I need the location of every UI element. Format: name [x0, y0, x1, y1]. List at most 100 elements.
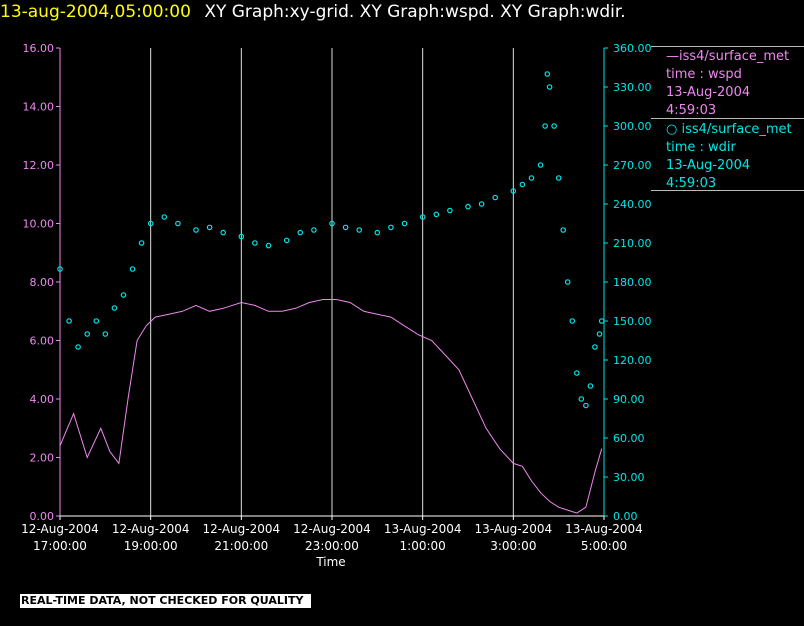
x-tick-time: 23:00:00	[305, 539, 359, 553]
right-axis-wdir: 0.00 30.00 60.00 90.00 120.00 150.00 180.00 210…	[603, 42, 652, 523]
wdir-point	[120, 292, 127, 298]
x-tick-time: 19:00:00	[124, 539, 178, 553]
right-tick-label: 360.00	[613, 42, 652, 55]
legend-variable: time : wspd	[666, 67, 742, 82]
legend-time: 4:59:03	[666, 176, 717, 191]
x-tick-date: 13-Aug-2004	[565, 522, 643, 536]
wdir-point	[401, 220, 408, 227]
wdir-point	[447, 207, 453, 214]
wspd-line	[59, 299, 603, 514]
legend-date: 13-Aug-2004	[666, 85, 751, 100]
legend-date: 13-Aug-2004	[666, 158, 751, 173]
wdir-point	[578, 396, 585, 402]
wdir-point	[161, 214, 168, 220]
vertical-grid	[150, 48, 514, 516]
x-tick-time: 5:00:00	[581, 539, 627, 553]
wdir-point	[129, 266, 136, 272]
wdir-point	[546, 84, 553, 90]
legend-time: 4:59:03	[666, 103, 717, 118]
wdir-point	[537, 162, 544, 168]
legend-separator	[651, 190, 804, 191]
wdir-point	[510, 188, 517, 194]
wdir-point	[528, 175, 535, 181]
x-tick-date: 12-Aug-2004	[21, 522, 99, 536]
wdir-point	[555, 175, 562, 181]
wdir-point	[206, 224, 213, 231]
wdir-point	[342, 224, 349, 231]
wdir-point	[311, 227, 317, 233]
legend-variable: time : wdir	[666, 140, 736, 155]
right-tick-label: 90.00	[613, 393, 645, 406]
right-tick-label: 150.00	[613, 315, 652, 328]
legend-entry-wspd: —iss4/surface_met time : wspd 13-Aug-200…	[666, 48, 789, 120]
wdir-point	[297, 229, 304, 236]
wdir-point	[551, 123, 557, 129]
wdir-point	[220, 229, 227, 236]
wdir-point	[583, 402, 589, 409]
wdir-point	[587, 383, 594, 389]
x-tick-time: 3:00:00	[490, 539, 536, 553]
wdir-point	[193, 227, 199, 233]
wdir-point	[102, 331, 109, 337]
wdir-point	[388, 224, 394, 231]
wdir-point	[93, 318, 100, 324]
wdir-point	[564, 279, 571, 285]
left-tick-label: 0.00	[30, 510, 55, 523]
legend-source: —iss4/surface_met	[666, 49, 790, 64]
wdir-point	[111, 305, 118, 311]
wdir-point	[57, 266, 63, 272]
wdir-point	[519, 181, 526, 188]
wdir-point	[598, 318, 605, 324]
left-tick-label: 2.00	[30, 452, 55, 465]
x-tick-date: 12-Aug-2004	[203, 522, 281, 536]
timestamp: 13-aug-2004,05:00:00	[0, 2, 191, 22]
legend-separator	[651, 118, 804, 119]
x-tick-date: 12-Aug-2004	[112, 522, 190, 536]
right-tick-label: 0.00	[613, 510, 638, 523]
x-axis-label: Time	[315, 555, 345, 569]
x-tick-date: 13-Aug-2004	[384, 522, 462, 536]
left-tick-label: 12.00	[23, 159, 55, 172]
right-tick-label: 300.00	[613, 120, 652, 133]
series-wspd	[59, 299, 603, 514]
wdir-point	[465, 203, 471, 210]
wdir-point	[329, 220, 335, 227]
wdir-point	[419, 214, 426, 220]
left-axis-wspd: 0.00 2.00 4.00 6.00 8.00 10.00 12.00 14.00 16.00	[23, 42, 61, 523]
wdir-point	[478, 201, 485, 207]
wdir-point	[492, 194, 499, 201]
wdir-point	[138, 240, 145, 246]
time-axis: 12-Aug-2004 17:00:00 12-Aug-2004 19:00:00 12…	[21, 515, 643, 553]
wdir-point	[560, 227, 567, 233]
legend-separator	[651, 46, 804, 47]
wdir-point	[569, 318, 576, 324]
wdir-point	[433, 211, 440, 218]
left-tick-label: 4.00	[30, 393, 55, 406]
right-tick-label: 180.00	[613, 276, 652, 289]
x-tick-date: 12-Aug-2004	[293, 522, 371, 536]
wdir-point	[66, 318, 72, 324]
wdir-point	[542, 123, 548, 129]
wdir-point	[573, 370, 580, 376]
left-tick-label: 10.00	[23, 218, 55, 231]
right-tick-label: 240.00	[613, 198, 652, 211]
legend-source: ○ iss4/surface_met	[666, 122, 792, 137]
right-tick-label: 30.00	[613, 471, 645, 484]
right-tick-label: 330.00	[613, 81, 652, 94]
wdir-point	[238, 233, 245, 240]
right-tick-label: 270.00	[613, 159, 652, 172]
x-tick-time: 1:00:00	[400, 539, 446, 553]
x-tick-time: 17:00:00	[33, 539, 87, 553]
quality-disclaimer: REAL-TIME DATA, NOT CHECKED FOR QUALITY	[20, 594, 312, 608]
wdir-point	[84, 331, 91, 337]
wdir-point	[596, 331, 603, 337]
right-tick-label: 210.00	[613, 237, 652, 250]
wdir-point	[265, 242, 272, 249]
wdir-point	[374, 229, 381, 236]
legend-entry-wdir: ○ iss4/surface_met time : wdir 13-Aug-20…	[666, 121, 792, 193]
chart-header: 13-aug-2004,05:00:00 XY Graph:xy-grid. X…	[0, 0, 626, 26]
wdir-point	[147, 220, 154, 227]
wdir-point	[252, 240, 258, 246]
left-tick-label: 14.00	[23, 101, 55, 114]
